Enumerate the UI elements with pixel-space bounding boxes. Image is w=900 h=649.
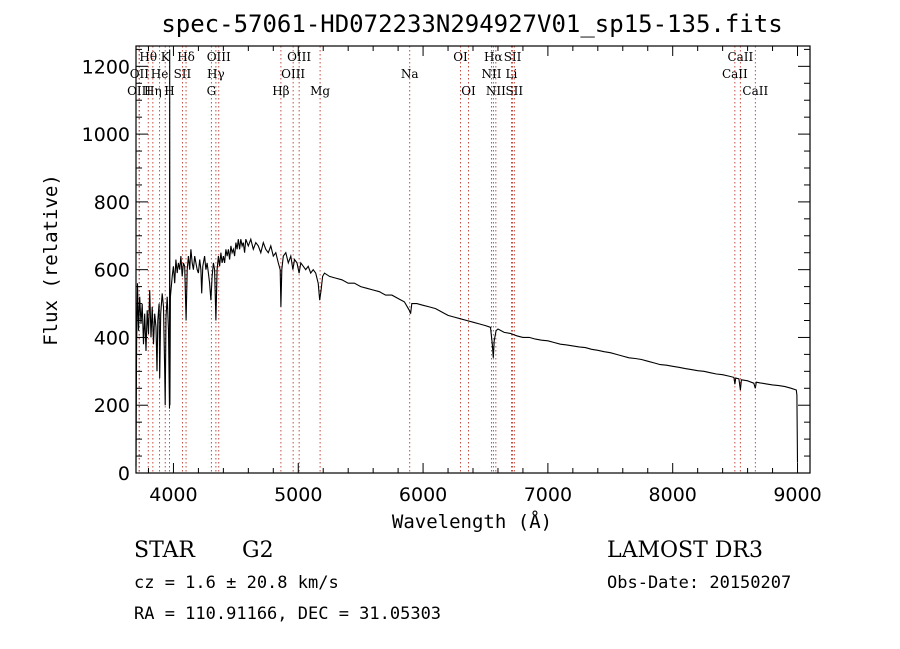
line-label: Hδ [177, 50, 195, 64]
line-label: OIII [287, 50, 311, 64]
line-label: Hη [144, 84, 162, 98]
y-tick-label: 600 [94, 260, 130, 282]
axis-ticks: 4000 5000 6000 7000 8000 9000 0 200 400 600 800 100… [82, 46, 822, 506]
chart-title: spec-57061-HD072233N294927V01_sp15-135.f… [161, 10, 782, 38]
line-label: Li [506, 67, 518, 81]
line-label: OIII [127, 84, 151, 98]
x-tick-label: 9000 [773, 484, 821, 506]
line-label: Hβ [272, 84, 289, 98]
plot-frame [135, 45, 811, 474]
line-label: SII [505, 84, 523, 98]
x-axis-label: Wavelength (Å) [392, 510, 552, 533]
x-tick-label: 6000 [399, 484, 447, 506]
redshift-info: cz = 1.6 ± 20.8 km/s [134, 573, 339, 593]
line-label: G [207, 84, 217, 98]
y-tick-label: 1000 [82, 124, 130, 146]
emission-absorption-line-markers [138, 46, 756, 473]
line-label: CaII [722, 67, 748, 81]
line-label: NII [481, 67, 501, 81]
line-label: OI [461, 84, 476, 98]
x-tick-label: 5000 [274, 484, 322, 506]
line-label: NII [486, 84, 506, 98]
line-label: OII [130, 67, 150, 81]
line-label: OIII [207, 50, 231, 64]
line-label: SII [504, 50, 522, 64]
x-tick-label: 4000 [149, 484, 197, 506]
survey-name: LAMOST DR3 [607, 538, 763, 563]
line-label: Hα [484, 50, 503, 64]
line-label: Mg [310, 84, 330, 98]
line-label: K [161, 50, 171, 64]
y-tick-label: 400 [94, 327, 130, 349]
y-axis-label: Flux (relative) [40, 174, 62, 346]
obs-date: Obs-Date: 20150207 [607, 573, 791, 593]
line-label: Hγ [207, 67, 225, 81]
line-label: OI [453, 50, 468, 64]
line-label: CaII [727, 50, 753, 64]
line-label: Na [401, 67, 419, 81]
line-label: Hθ [139, 50, 157, 64]
object-subclass: G2 [242, 538, 274, 563]
spectrum-line [135, 49, 799, 467]
y-tick-label: 800 [94, 192, 130, 214]
line-label: He [151, 67, 169, 81]
y-tick-label: 1200 [82, 56, 130, 78]
x-tick-label: 8000 [649, 484, 697, 506]
line-label: OIII [281, 67, 305, 81]
coordinates: RA = 110.91166, DEC = 31.05303 [134, 604, 441, 624]
object-class: STAR [134, 538, 196, 563]
line-label: SII [174, 67, 192, 81]
y-tick-label: 200 [94, 395, 130, 417]
x-tick-label: 7000 [524, 484, 572, 506]
y-tick-label: 0 [118, 463, 130, 485]
line-label: CaII [742, 84, 768, 98]
